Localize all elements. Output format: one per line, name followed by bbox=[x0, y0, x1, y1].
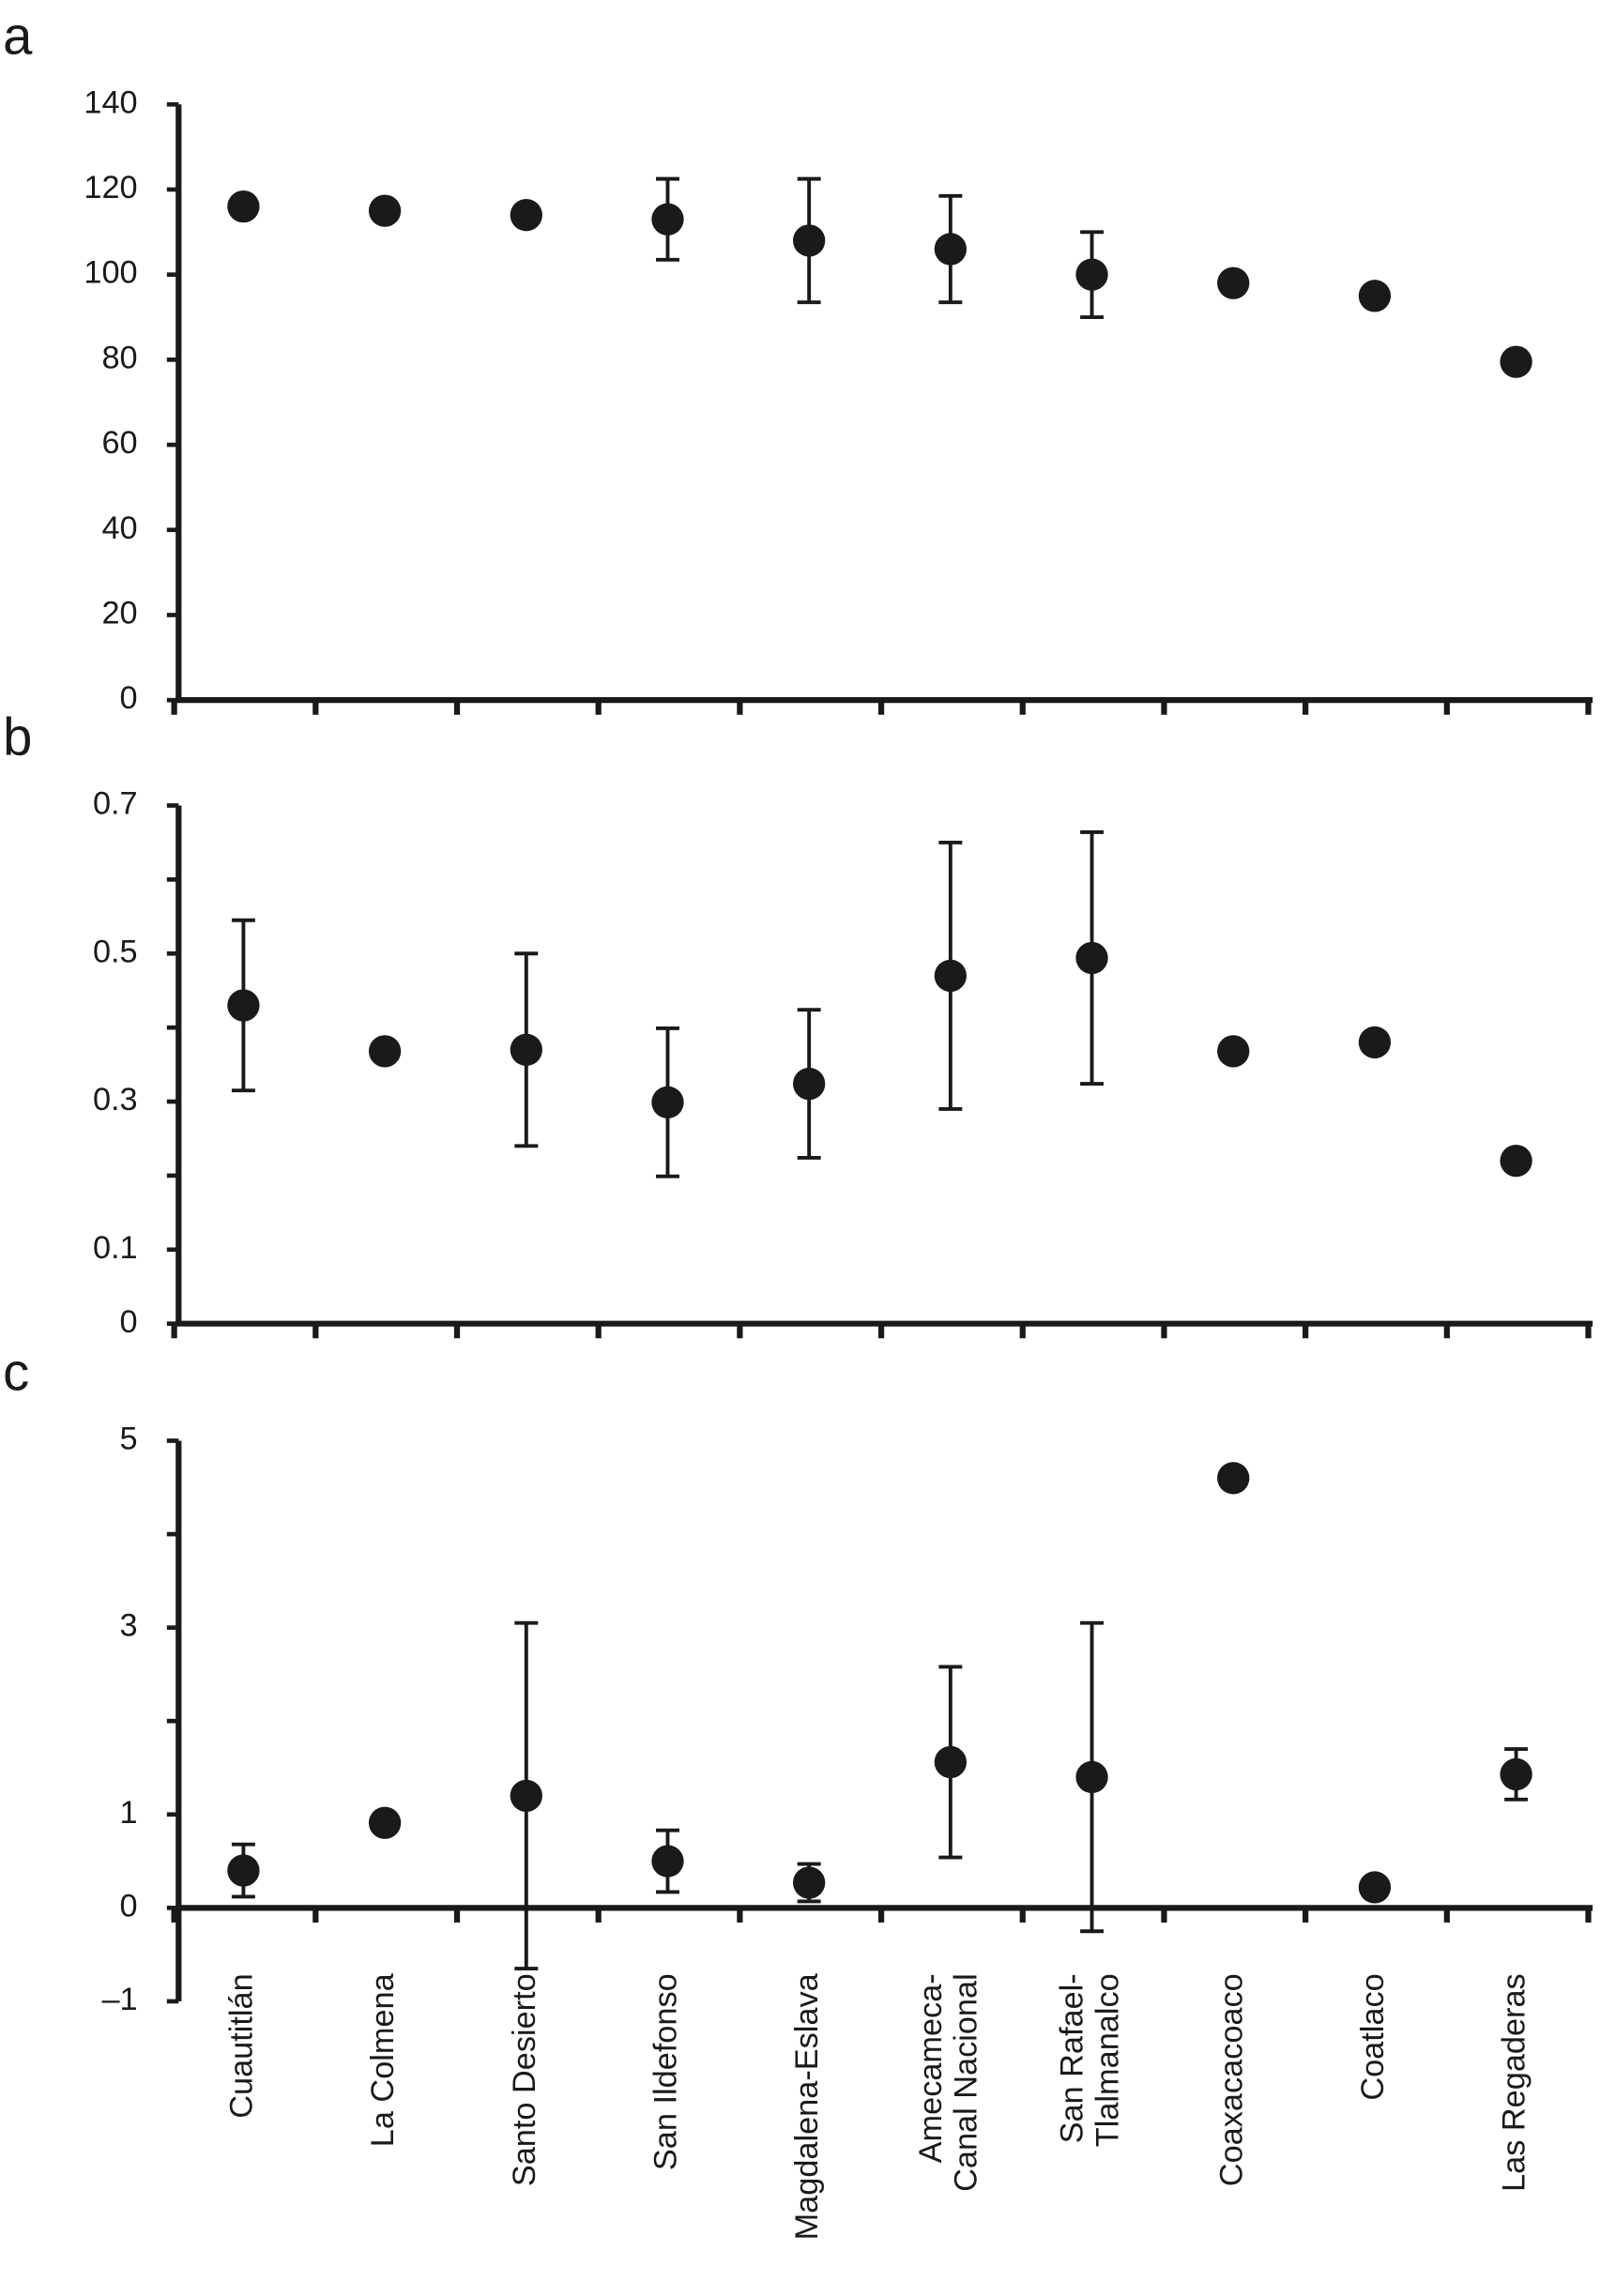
y-tick-label: 1 bbox=[120, 1795, 138, 1831]
x-tick-label: Amecameca-Canal Nacional bbox=[913, 1973, 984, 2192]
y-tick-label: 80 bbox=[101, 340, 137, 375]
y-tick-label: 0 bbox=[120, 1304, 138, 1340]
y-tick-label: –1 bbox=[101, 1982, 137, 2017]
x-tick-label: Coatlaco bbox=[1355, 1973, 1391, 2100]
point bbox=[934, 233, 968, 266]
y-tick-label: 5 bbox=[120, 1422, 138, 1457]
point bbox=[793, 1067, 826, 1101]
y-tick-label: 0.7 bbox=[93, 786, 138, 822]
y-tick-label: 60 bbox=[101, 425, 137, 461]
point bbox=[227, 1854, 260, 1887]
point bbox=[1075, 258, 1108, 291]
point bbox=[1075, 1760, 1108, 1794]
point bbox=[1500, 345, 1532, 378]
x-tick-label: Las Regaderas bbox=[1497, 1973, 1532, 2192]
point bbox=[1217, 266, 1250, 299]
y-tick-label: 100 bbox=[84, 255, 137, 291]
y-tick-label: 3 bbox=[120, 1608, 138, 1644]
y-tick-label: 40 bbox=[101, 510, 137, 546]
point bbox=[1358, 1026, 1392, 1059]
point bbox=[368, 1035, 402, 1068]
y-tick-label: 20 bbox=[101, 596, 137, 631]
y-tick-label: 0 bbox=[120, 1888, 138, 1923]
x-tick-label: Cuautitlán bbox=[223, 1973, 259, 2118]
point bbox=[651, 1086, 684, 1118]
point bbox=[651, 203, 684, 236]
point bbox=[510, 1779, 542, 1813]
x-tick-label: Magdalena-Eslava bbox=[789, 1972, 825, 2240]
x-tick-label: Santo Desierto bbox=[507, 1973, 542, 2186]
panel-label: b bbox=[3, 707, 32, 767]
point bbox=[793, 1866, 826, 1899]
point bbox=[1500, 1144, 1532, 1178]
y-tick-label: 0.3 bbox=[93, 1082, 138, 1118]
point bbox=[510, 199, 542, 232]
panel-label: c bbox=[3, 1343, 29, 1402]
point bbox=[227, 190, 260, 223]
y-tick-label: 0.5 bbox=[93, 934, 138, 969]
panel-label: a bbox=[3, 6, 33, 65]
x-tick-label: San Rafael-Tlalmanalco bbox=[1055, 1973, 1126, 2147]
point bbox=[1358, 280, 1392, 312]
point bbox=[934, 1745, 968, 1779]
point bbox=[227, 989, 260, 1022]
point bbox=[934, 959, 968, 993]
x-tick-label: San Ildefonso bbox=[648, 1973, 684, 2170]
x-tick-label: Coaxacacoaco bbox=[1213, 1973, 1249, 2186]
point bbox=[1358, 1871, 1392, 1904]
y-tick-label: 0.1 bbox=[93, 1230, 138, 1266]
point bbox=[1217, 1035, 1250, 1068]
point bbox=[368, 194, 402, 227]
point bbox=[510, 1033, 542, 1066]
y-tick-label: 140 bbox=[84, 84, 137, 120]
y-tick-label: 0 bbox=[120, 680, 138, 716]
point bbox=[368, 1806, 402, 1839]
point bbox=[1217, 1462, 1250, 1495]
point bbox=[1075, 941, 1108, 975]
point bbox=[1500, 1757, 1532, 1791]
y-tick-label: 120 bbox=[84, 170, 137, 205]
point bbox=[793, 224, 826, 257]
point bbox=[651, 1845, 684, 1878]
x-tick-label: La Colmena bbox=[365, 1972, 401, 2147]
